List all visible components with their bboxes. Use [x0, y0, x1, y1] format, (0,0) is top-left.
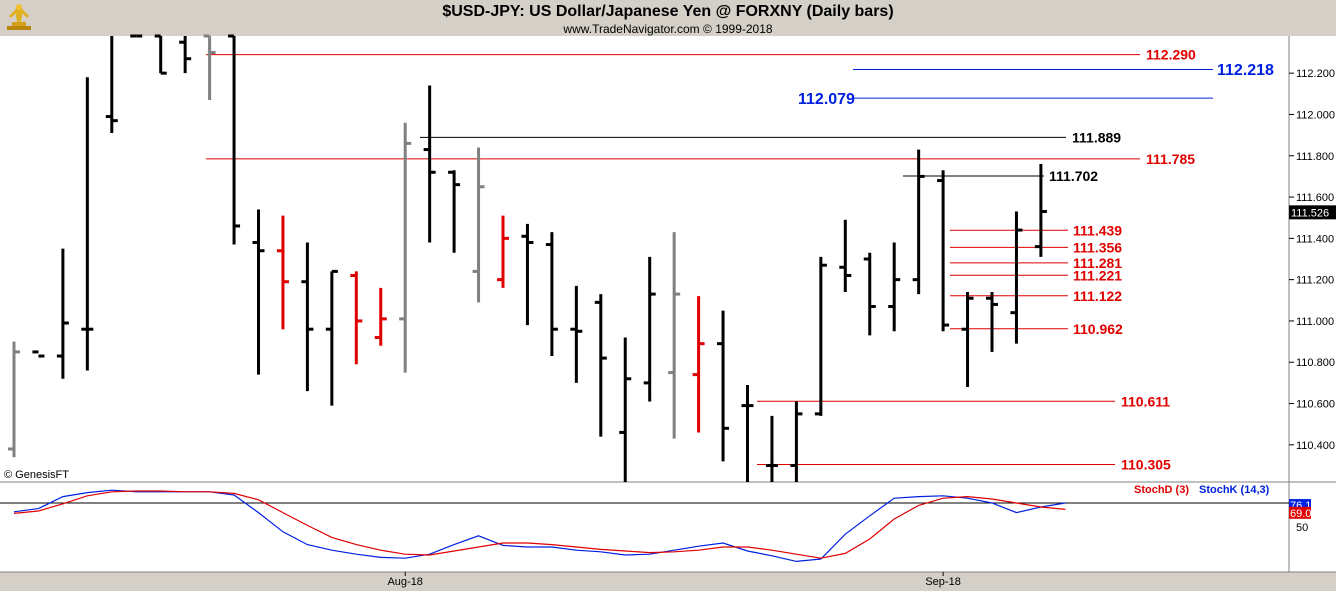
ohlc-bar[interactable] [986, 292, 998, 352]
ohlc-bar[interactable] [717, 310, 730, 462]
copyright-label: © GenesisFT [4, 469, 69, 481]
stochastic-plot-area[interactable] [0, 482, 1289, 572]
level-label-110.305: 110.305 [1121, 456, 1171, 472]
main-plot-area[interactable] [0, 36, 1289, 482]
legend-stochK: StochK (14,3) [1199, 484, 1270, 496]
ohlc-bar[interactable] [301, 242, 314, 392]
price-axis [1289, 36, 1336, 482]
ohlc-bar[interactable] [594, 294, 607, 437]
ohlc-bar[interactable] [765, 415, 778, 482]
level-label-111.221: 111.221 [1073, 267, 1122, 283]
ohlc-bar[interactable] [497, 215, 509, 288]
price-tick-label: 111.400 [1296, 233, 1334, 245]
ohlc-bar[interactable] [643, 256, 656, 402]
level-label-111.889: 111.889 [1072, 129, 1121, 145]
ohlc-bar[interactable] [399, 122, 412, 373]
stochD-value-marker [1289, 506, 1311, 519]
ohlc-bar[interactable] [374, 287, 387, 346]
price-tick-label: 111.600 [1296, 192, 1334, 204]
ohlc-bar[interactable] [570, 285, 583, 383]
ohlc-bar[interactable] [32, 350, 45, 358]
level-label-111.439: 111.439 [1073, 222, 1122, 238]
level-label-110.962: 110.962 [1073, 321, 1123, 337]
ohlc-bar[interactable] [521, 223, 534, 326]
level-label-112.290: 112.290 [1146, 47, 1196, 63]
stochastic-axis [1289, 482, 1336, 572]
ohlc-bar[interactable] [350, 271, 363, 365]
ohlc-bar[interactable] [56, 248, 69, 379]
ohlc-bar[interactable] [545, 232, 558, 357]
ohlc-bar[interactable] [105, 36, 118, 134]
level-label-110.611: 110.611 [1121, 393, 1170, 409]
ohlc-bar[interactable] [814, 256, 827, 416]
price-tick-label: 111.000 [1296, 316, 1334, 328]
ohlc-bar[interactable] [423, 85, 436, 243]
level-label-112.079: 112.079 [798, 91, 855, 108]
ohlc-bar[interactable] [154, 34, 167, 75]
ohlc-bar[interactable] [790, 401, 803, 482]
price-tick-label: 111.800 [1296, 151, 1334, 163]
ohlc-bar[interactable] [961, 292, 974, 388]
ohlc-bar[interactable] [912, 149, 925, 295]
chart-subtitle: www.TradeNavigator.com © 1999-2018 [563, 22, 773, 36]
ohlc-bar[interactable] [448, 170, 461, 253]
level-label-112.218: 112.218 [1217, 62, 1274, 79]
ohlc-bar[interactable] [619, 337, 632, 482]
ohlc-bar[interactable] [81, 77, 94, 371]
price-tick-label: 110.600 [1296, 399, 1335, 411]
date-tick-label: Sep-18 [925, 576, 960, 588]
ohlc-bar[interactable] [228, 34, 241, 245]
date-tick-label: Aug-18 [387, 576, 422, 588]
last-price-label: 111.526 [1291, 207, 1329, 219]
last-price-marker [1289, 205, 1336, 220]
ohlc-bar[interactable] [863, 252, 876, 336]
ohlc-bar[interactable] [179, 36, 192, 74]
price-tick-label: 110.400 [1296, 440, 1335, 452]
ohlc-bar[interactable] [472, 147, 485, 303]
stochastic-series-line [13, 490, 1066, 559]
ohlc-bar[interactable] [276, 215, 289, 330]
price-tick-label: 111.200 [1296, 275, 1334, 287]
price-tick-label: 112.000 [1296, 109, 1335, 121]
legend-stochD: StochD (3) [1134, 484, 1189, 496]
price-tick-label: 110.800 [1296, 357, 1335, 369]
gold-figure-logo-icon [7, 4, 31, 30]
ohlc-bar[interactable] [888, 242, 901, 332]
ohlc-bar[interactable] [937, 170, 950, 332]
level-label-111.702: 111.702 [1049, 168, 1098, 184]
price-tick-label: 112.200 [1296, 68, 1335, 80]
ohlc-bar[interactable] [325, 269, 338, 406]
ohlc-bar[interactable] [252, 209, 265, 375]
ohlc-bar[interactable] [8, 341, 20, 458]
level-label-111.356: 111.356 [1073, 239, 1122, 255]
chart-title: $USD-JPY: US Dollar/Japanese Yen @ FORXN… [442, 3, 894, 20]
chart-header: $USD-JPY: US Dollar/Japanese Yen @ FORXN… [0, 0, 1336, 36]
level-label-111.785: 111.785 [1146, 151, 1195, 167]
ohlc-bar[interactable] [203, 34, 216, 101]
level-label-111.122: 111.122 [1073, 288, 1122, 304]
stochastic-tick-label: 50 [1296, 522, 1308, 534]
ohlc-bar[interactable] [1010, 211, 1023, 344]
ohlc-bar[interactable] [668, 232, 681, 439]
stochD-value-label: 69.01 [1290, 508, 1318, 520]
ohlc-bar[interactable] [1034, 164, 1047, 257]
ohlc-bar[interactable] [692, 296, 705, 433]
ohlc-bar[interactable] [741, 384, 754, 482]
ohlc-bar[interactable] [839, 219, 852, 293]
level-label-111.281: 111.281 [1073, 255, 1122, 271]
